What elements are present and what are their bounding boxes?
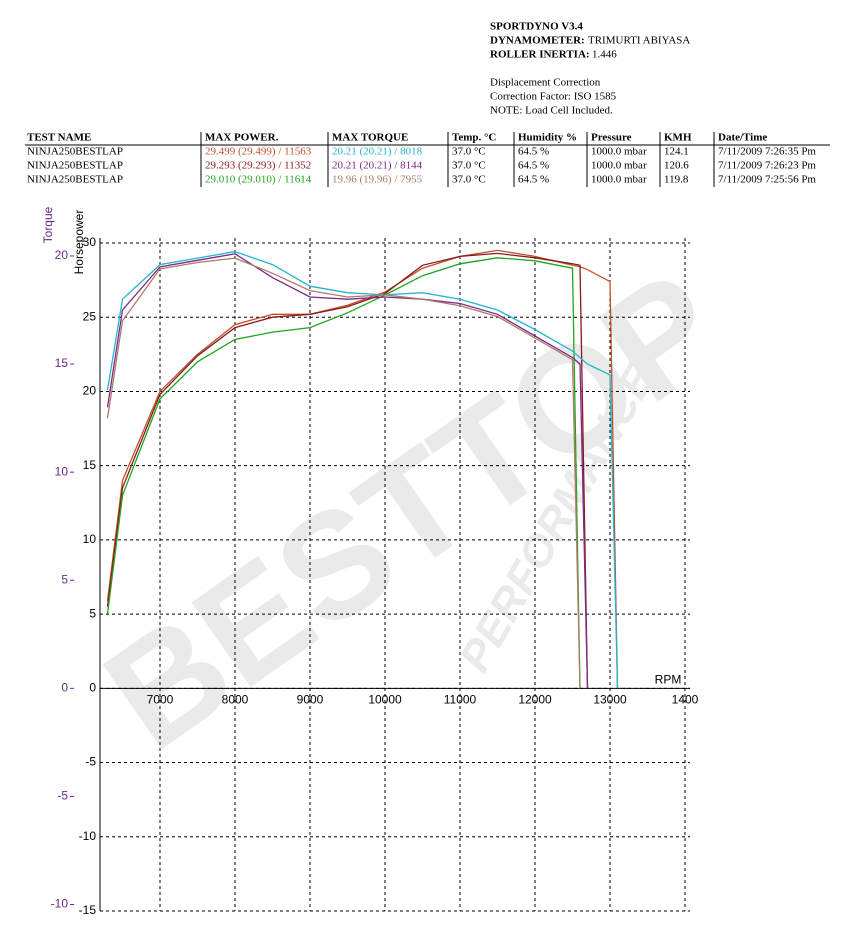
y2-tick-label: -10 [51, 897, 69, 911]
y-tick-label: 20 [83, 384, 97, 398]
table-cell: 124.1 [664, 146, 689, 158]
x-tick-label: 10000 [368, 693, 402, 707]
watermark-text: BESTTOP [76, 239, 750, 781]
column-header: Humidity % [518, 132, 577, 144]
table-cell: 37.0 °C [452, 146, 486, 158]
column-header: Pressure [591, 132, 632, 144]
y-tick-label: 30 [83, 235, 97, 249]
column-header: TEST NAME [27, 132, 91, 144]
table-cell: 1000.0 mbar [591, 174, 647, 186]
x-tick-label: 8000 [222, 693, 249, 707]
series-line [106, 252, 589, 689]
table-cell: 20.21 (20.21) / 8144 [332, 160, 423, 172]
table-cell: 20.21 (20.21) / 8018 [332, 146, 423, 158]
y2-tick-label: 20 [55, 248, 69, 262]
inertia-value: 1.446 [592, 49, 617, 61]
column-header: Temp. °C [452, 132, 496, 144]
table-cell: 29.293 (29.293) / 11352 [205, 160, 311, 172]
table-cell: 37.0 °C [452, 174, 486, 186]
column-header: Date/Time [718, 132, 767, 144]
x-tick-label: 11000 [444, 693, 477, 707]
table-cell: 1000.0 mbar [591, 146, 647, 158]
series-line [106, 250, 619, 689]
correction: Displacement Correction [490, 77, 601, 89]
app-title: SPORTDYNO V3.4 [490, 21, 583, 33]
y-tick-label: -15 [79, 903, 97, 917]
column-header: KMH [664, 132, 692, 144]
y2-tick-label: 0 [61, 681, 68, 695]
column-header: MAX TORQUE [332, 132, 408, 144]
x-tick-label: 1400 [672, 693, 699, 707]
factor: Correction Factor: ISO 1585 [490, 91, 617, 103]
y2-axis-label: Torque [41, 206, 55, 243]
y-tick-label: -10 [79, 829, 97, 843]
y-tick-label: 25 [83, 309, 97, 323]
y-tick-label: 10 [83, 532, 97, 546]
inertia-label: ROLLER INERTIA: [490, 49, 590, 61]
table-cell: 19.96 (19.96) / 7955 [332, 174, 423, 186]
table-cell: 29.499 (29.499) / 11563 [205, 146, 312, 158]
x-tick-label: 9000 [297, 693, 324, 707]
table-cell: 64.5 % [518, 174, 549, 186]
y-tick-label: 15 [83, 458, 97, 472]
y2-tick-label: -5 [57, 789, 68, 803]
table-cell: 120.6 [664, 160, 689, 172]
series-line [106, 253, 589, 689]
x-tick-label: 7000 [147, 693, 174, 707]
x-tick-label: 13000 [593, 693, 627, 707]
watermark: BESTTOP PERFORMANCE [76, 239, 750, 781]
table-cell: 7/11/2009 7:26:23 Pm [718, 160, 816, 172]
table-cell: 29.010 (29.010) / 11614 [205, 174, 312, 186]
table-cell: NINJA250BESTLAP [27, 174, 123, 186]
x-axis-label: RPM [655, 673, 682, 687]
table-cell: NINJA250BESTLAP [27, 160, 123, 172]
table-cell: 7/11/2009 7:25:56 Pm [718, 174, 816, 186]
dyno-label: DYNAMOMETER: [490, 35, 585, 47]
table-cell: 119.8 [664, 174, 689, 186]
column-header: MAX POWER. [205, 132, 279, 144]
y2-tick-label: 10 [55, 464, 69, 478]
table-cell: 7/11/2009 7:26:35 Pm [718, 146, 816, 158]
table-cell: NINJA250BESTLAP [27, 146, 123, 158]
y2-tick-label: 5 [61, 572, 68, 586]
table-cell: 64.5 % [518, 160, 549, 172]
note: NOTE: Load Cell Included. [490, 105, 613, 117]
y-axis-label: Horsepower [72, 210, 86, 275]
y-tick-label: 0 [89, 681, 96, 695]
table-cell: 64.5 % [518, 146, 549, 158]
dyno-value: TRIMURTI ABIYASA [588, 35, 690, 47]
y-tick-label: -5 [85, 755, 96, 769]
x-tick-label: 12000 [518, 693, 552, 707]
y-tick-label: 5 [89, 606, 96, 620]
series-line [106, 257, 581, 689]
table-cell: 37.0 °C [452, 160, 486, 172]
series-line [106, 257, 581, 689]
table-cell: 1000.0 mbar [591, 160, 647, 172]
y2-tick-label: 15 [55, 356, 69, 370]
